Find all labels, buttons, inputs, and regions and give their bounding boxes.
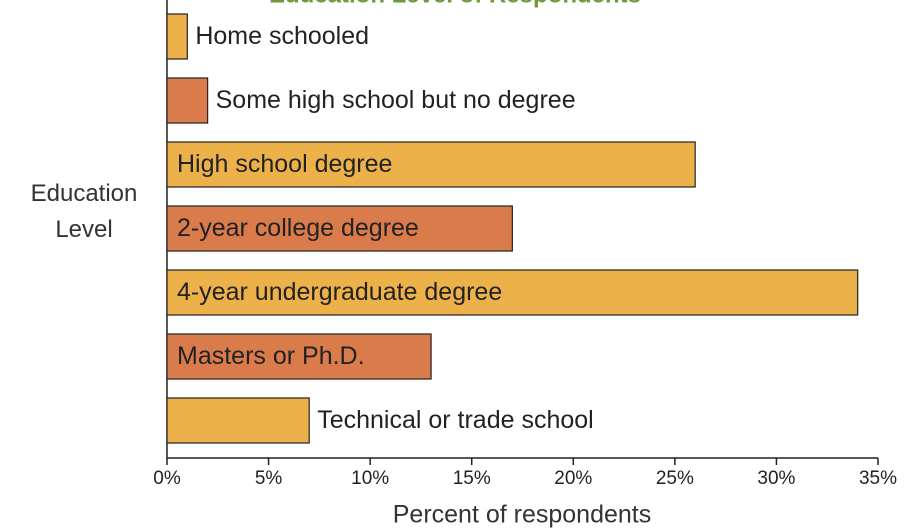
bar <box>166 397 310 444</box>
y-axis-label: Education Level <box>30 180 138 243</box>
bar-label: Some high school but no degree <box>216 86 576 114</box>
bar-label: Masters or Ph.D. <box>177 342 365 370</box>
bar-label: High school degree <box>177 150 392 178</box>
bar-label: Home schooled <box>195 22 369 50</box>
x-tick-label: 10% <box>351 468 389 489</box>
x-tick-label: 25% <box>656 468 694 489</box>
bar-label: 2-year college degree <box>177 214 419 242</box>
bar <box>166 13 188 60</box>
bar <box>166 141 696 188</box>
chart-title: Education Level of Respondents <box>269 0 641 8</box>
x-tick-label: 35% <box>859 468 897 489</box>
bar-label: 4-year undergraduate degree <box>177 278 502 306</box>
bar-label: Technical or trade school <box>317 406 594 434</box>
x-tick-label: 20% <box>554 468 592 489</box>
bar <box>166 77 209 124</box>
x-tick-label: 0% <box>153 468 181 489</box>
bar <box>166 333 432 380</box>
x-axis-label: Percent of respondents <box>393 501 652 529</box>
x-tick-label: 15% <box>453 468 491 489</box>
x-tick-label: 30% <box>757 468 795 489</box>
bar <box>166 269 859 316</box>
x-tick-label: 5% <box>255 468 283 489</box>
bar <box>166 205 513 252</box>
